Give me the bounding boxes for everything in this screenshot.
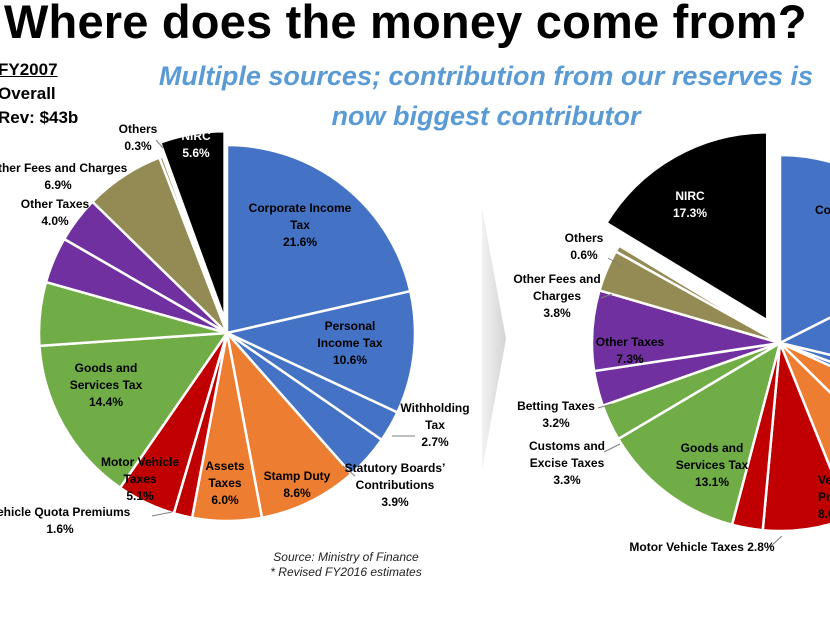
right-label-nirc: NIRC 17.3% (673, 189, 707, 220)
slice-labels: Corporate Income Tax 21.6% Personal Income T… (0, 122, 830, 554)
left-leader-others (155, 139, 164, 149)
right-leader-betting-taxes (597, 403, 613, 409)
left-leader-vehicle-quota-premiums (151, 511, 173, 517)
left-label-personal-income-tax: Personal Income Tax 10.6% (317, 319, 382, 367)
left-label-goods-and-services-tax: Goods and Services Tax 14.4% (70, 361, 143, 409)
left-slice-nirc (159, 129, 226, 321)
leader-lines (151, 139, 783, 548)
left-label-nirc: NIRC 5.6% (181, 129, 211, 160)
left-label-statutory-boards-contributions: Statutory Boards’ Contributions 3.9% (345, 461, 446, 509)
left-leader-statutory-boards-contributions (342, 465, 356, 477)
right-leader-others (607, 257, 623, 267)
page-title: Where does the money come from? (4, 0, 807, 48)
left-revenue-label: Rev: $43b (0, 108, 79, 127)
transition-arrow (482, 208, 506, 470)
right-label-other-taxes: Other Taxes 7.3% (596, 335, 665, 366)
right-label-corporate-income-tax: Corporate Income (815, 203, 830, 217)
subtitle-line-1: Multiple sources; contribution from our … (158, 61, 814, 91)
left-chart-header: FY2007 Overall Rev: $43b (0, 58, 78, 130)
left-label-others: Others 0.3% (119, 122, 158, 153)
right-label-betting-taxes: Betting Taxes 3.2% (517, 399, 595, 430)
left-label-other-fees-and-charges: Other Fees and Charges 6.9% (0, 161, 128, 192)
right-leader-customs-and-excise-taxes (603, 443, 621, 453)
right-slice-goods-and-services-tax (617, 341, 782, 527)
left-label-corporate-income-tax: Corporate Income Tax 21.6% (249, 201, 352, 249)
subtitle: Multiple sources; contribution from our … (96, 56, 830, 136)
left-label-motor-vehicle-taxes: Motor Vehicle Taxes 5.1% (101, 455, 179, 503)
source-line-1: Source: Ministry of Finance (273, 550, 419, 564)
left-label-assets-taxes: Assets Taxes 6.0% (205, 459, 245, 507)
left-slice-stamp-duty (225, 331, 353, 519)
left-label-withholding-tax: Withholding Tax 2.7% (400, 401, 469, 449)
right-label-vehicle-quota-premiums: Vehicle QuotaPremiums8.0% (818, 473, 830, 521)
right-label-other-fees-and-charges: Other Fees and Charges 3.8% (513, 272, 600, 320)
source-line-2: * Revised FY2016 estimates (270, 565, 422, 579)
right-label-goods-and-services-tax: Goods and Services Tax 13.1% (676, 441, 749, 489)
right-leader-other-fees-and-charges (600, 293, 613, 299)
left-pie (37, 129, 417, 523)
right-slice-others (614, 244, 782, 345)
left-slice-others (158, 155, 229, 335)
left-label-stamp-duty: Stamp Duty 8.6% (264, 469, 331, 500)
right-slice-corporate-income-tax (778, 153, 830, 345)
left-slice-goods-and-services-tax (38, 331, 229, 489)
subtitle-line-2: now biggest contributor (331, 101, 641, 131)
right-pie (590, 131, 830, 533)
left-slice-corporate-income-tax (225, 143, 412, 335)
source-note: Source: Ministry of Finance * Revised FY… (256, 550, 436, 580)
right-slice-nirc (605, 131, 769, 322)
left-overall-label: Overall (0, 84, 56, 103)
right-label-others: Others 0.6% (565, 231, 604, 262)
left-year-label: FY2007 (0, 60, 58, 79)
right-leader-motor-vehicle-taxes (769, 535, 783, 548)
left-label-vehicle-quota-premiums: Vehicle Quota Premiums 1.6% (0, 505, 131, 536)
left-slice-personal-income-tax (225, 289, 417, 414)
right-label-customs-and-excise-taxes: Customs and Excise Taxes 3.3% (529, 439, 605, 487)
left-label-other-taxes: Other Taxes 4.0% (21, 197, 90, 228)
right-label-motor-vehicle-taxes: Motor Vehicle Taxes 2.8% (629, 540, 775, 554)
